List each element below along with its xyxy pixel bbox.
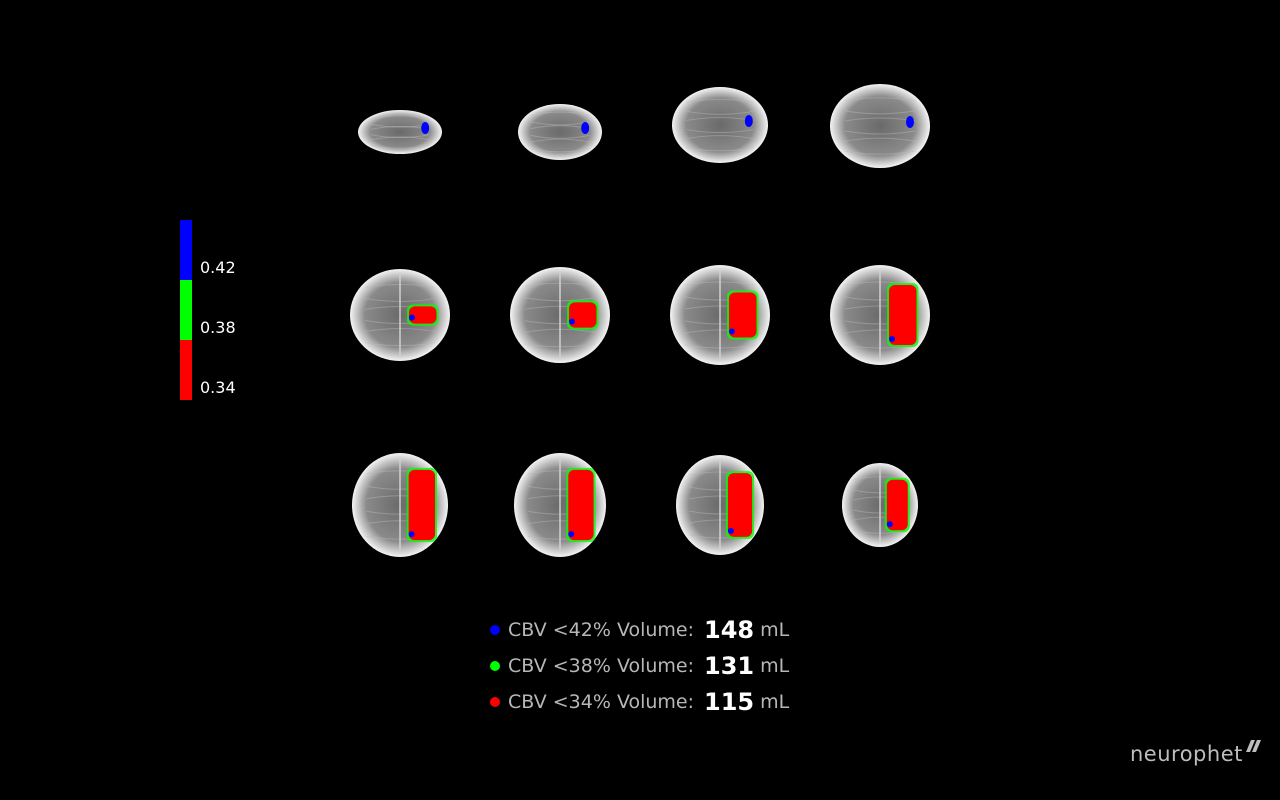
brain-slice-image [660, 445, 780, 565]
legend-value: 115 [704, 688, 755, 716]
colorbar-label-red: 0.34 [200, 378, 236, 397]
colorbar-label-blue: 0.42 [200, 258, 236, 277]
colorbar-segment-red [180, 340, 192, 400]
colorbar-label-green: 0.38 [200, 318, 236, 337]
brain-slice-image [820, 445, 940, 565]
brain-slice-image [500, 70, 620, 190]
volume-legend: CBV <42% Volume: 148 mL CBV <38% Volume:… [490, 612, 789, 720]
blue-dot-icon [490, 625, 500, 635]
legend-unit: mL [760, 655, 790, 677]
brain-slice-image [340, 255, 460, 375]
legend-row-cbv-38: CBV <38% Volume: 131 mL [490, 648, 789, 684]
green-dot-icon [490, 661, 500, 671]
brand-logo: neurophet [1130, 740, 1262, 766]
legend-value: 131 [704, 652, 755, 680]
neurophet-logo-icon [1245, 740, 1261, 752]
brand-name: neurophet [1130, 742, 1243, 766]
legend-value: 148 [704, 616, 755, 644]
legend-label: CBV <42% Volume: [508, 619, 695, 641]
brain-slice-image [340, 70, 460, 190]
brain-slice-image [500, 255, 620, 375]
brain-slice-image [500, 445, 620, 565]
legend-row-cbv-34: CBV <34% Volume: 115 mL [490, 684, 789, 720]
brain-slice-image [820, 255, 940, 375]
red-dot-icon [490, 697, 500, 707]
legend-unit: mL [760, 619, 790, 641]
brain-slice-image [340, 445, 460, 565]
legend-unit: mL [760, 691, 790, 713]
colorbar [180, 220, 192, 400]
colorbar-segment-blue [180, 220, 192, 280]
brain-slice-image [660, 70, 780, 190]
brain-slice-image [660, 255, 780, 375]
brain-slice-image [820, 70, 940, 190]
brain-slice-grid [340, 70, 960, 570]
legend-label: CBV <34% Volume: [508, 691, 695, 713]
legend-label: CBV <38% Volume: [508, 655, 695, 677]
legend-row-cbv-42: CBV <42% Volume: 148 mL [490, 612, 789, 648]
colorbar-segment-green [180, 280, 192, 340]
